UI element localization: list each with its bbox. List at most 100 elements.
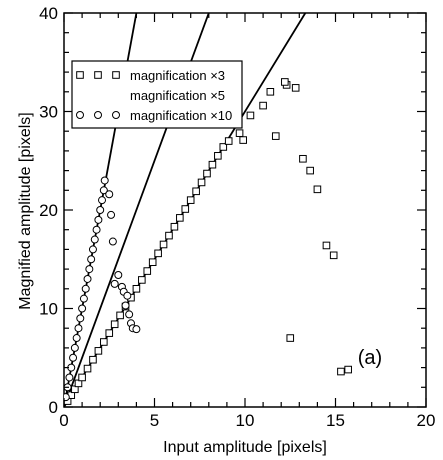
circle-marker: [94, 215, 103, 224]
circle-marker: [74, 324, 83, 333]
square-marker: [271, 132, 280, 140]
square-marker: [89, 355, 97, 364]
square-marker: [143, 267, 152, 275]
square-marker: [138, 276, 146, 284]
axis-ticks: [63, 12, 427, 408]
circle-marker: [92, 225, 101, 234]
x-tick-label: 20: [417, 411, 436, 430]
circle-marker: [100, 176, 109, 185]
legend-circle-marker: [76, 111, 84, 119]
circle-marker: [78, 304, 87, 313]
circle-marker: [83, 274, 92, 283]
y-axis-title: Magnified amplitude [pixels]: [17, 112, 34, 309]
circle-marker: [114, 271, 123, 280]
circle-marker: [87, 255, 96, 264]
square-marker: [208, 160, 217, 169]
series-x10: [64, 176, 141, 402]
square-marker: [78, 373, 86, 382]
circle-marker: [76, 314, 85, 323]
panel-label: (a): [358, 347, 382, 369]
square-marker: [116, 311, 124, 320]
y-tick-label: 0: [49, 398, 58, 417]
y-tick-label: 20: [39, 201, 58, 220]
square-marker: [181, 205, 190, 213]
data-markers: [64, 78, 352, 405]
square-marker: [266, 88, 275, 96]
circle-marker: [64, 393, 70, 402]
circle-marker: [79, 294, 88, 303]
square-marker: [132, 285, 141, 293]
legend-entry-label: magnification ×10: [130, 108, 232, 123]
square-marker: [100, 338, 108, 346]
legend-square-marker: [112, 71, 120, 79]
square-marker: [197, 178, 206, 187]
square-marker: [219, 143, 228, 151]
legend-entry-label: magnification ×3: [130, 68, 225, 83]
square-marker: [165, 231, 173, 240]
legend: magnification ×3 magnification ×5 magnific…: [72, 61, 243, 129]
square-marker: [281, 78, 289, 86]
square-marker: [83, 364, 92, 373]
circle-marker: [99, 186, 108, 195]
legend-entry-label: magnification ×5: [130, 88, 225, 103]
square-marker: [105, 329, 114, 337]
circle-marker: [65, 373, 74, 382]
square-marker: [286, 334, 295, 342]
legend-circle-marker: [94, 111, 102, 119]
circle-marker: [88, 245, 97, 254]
x-axis-title: Input amplitude [pixels]: [163, 439, 327, 456]
square-marker: [94, 347, 103, 355]
circle-marker: [98, 196, 107, 205]
square-marker: [235, 129, 244, 137]
square-marker: [203, 169, 211, 178]
circle-marker: [72, 334, 81, 343]
square-marker: [259, 101, 267, 110]
square-marker: [154, 249, 162, 258]
circle-marker: [123, 291, 132, 300]
legend-circle-marker: [112, 111, 120, 119]
square-marker: [170, 222, 179, 231]
legend-square-marker: [76, 71, 84, 79]
square-marker: [239, 136, 247, 144]
square-marker: [186, 196, 195, 204]
circle-marker: [107, 210, 116, 219]
circle-marker: [125, 310, 134, 319]
circle-marker: [70, 343, 79, 352]
tick-labels: 0 5 10 15 20 0 10 20 30 40: [39, 4, 435, 430]
x-tick-label: 15: [326, 411, 345, 430]
square-marker: [306, 166, 314, 175]
circle-marker: [108, 237, 117, 246]
circle-marker: [81, 284, 90, 293]
circle-marker: [110, 279, 119, 288]
x-tick-label: 10: [236, 411, 255, 430]
square-marker: [329, 251, 338, 260]
square-marker: [344, 365, 352, 374]
circle-marker: [69, 353, 78, 362]
square-marker: [176, 214, 184, 222]
square-marker: [246, 111, 255, 120]
circle-marker: [96, 206, 105, 214]
square-marker: [313, 185, 322, 194]
circle-marker: [90, 235, 99, 244]
square-marker: [214, 152, 222, 160]
y-tick-label: 30: [39, 103, 58, 122]
y-tick-label: 40: [39, 4, 58, 23]
square-marker: [224, 137, 233, 145]
circle-marker: [85, 265, 94, 274]
square-marker: [322, 241, 331, 250]
circle-marker: [121, 301, 130, 310]
square-marker: [337, 367, 345, 376]
square-marker: [159, 240, 168, 249]
circle-marker: [105, 190, 114, 199]
square-marker: [192, 187, 200, 196]
square-marker: [291, 84, 300, 92]
x-tick-label: 5: [150, 411, 159, 430]
x-tick-label: 0: [59, 411, 68, 430]
legend-square-marker: [94, 71, 102, 79]
circle-marker: [132, 325, 141, 334]
square-marker: [148, 258, 157, 267]
square-marker: [299, 154, 307, 163]
y-tick-label: 10: [39, 300, 58, 319]
square-marker: [110, 320, 119, 329]
